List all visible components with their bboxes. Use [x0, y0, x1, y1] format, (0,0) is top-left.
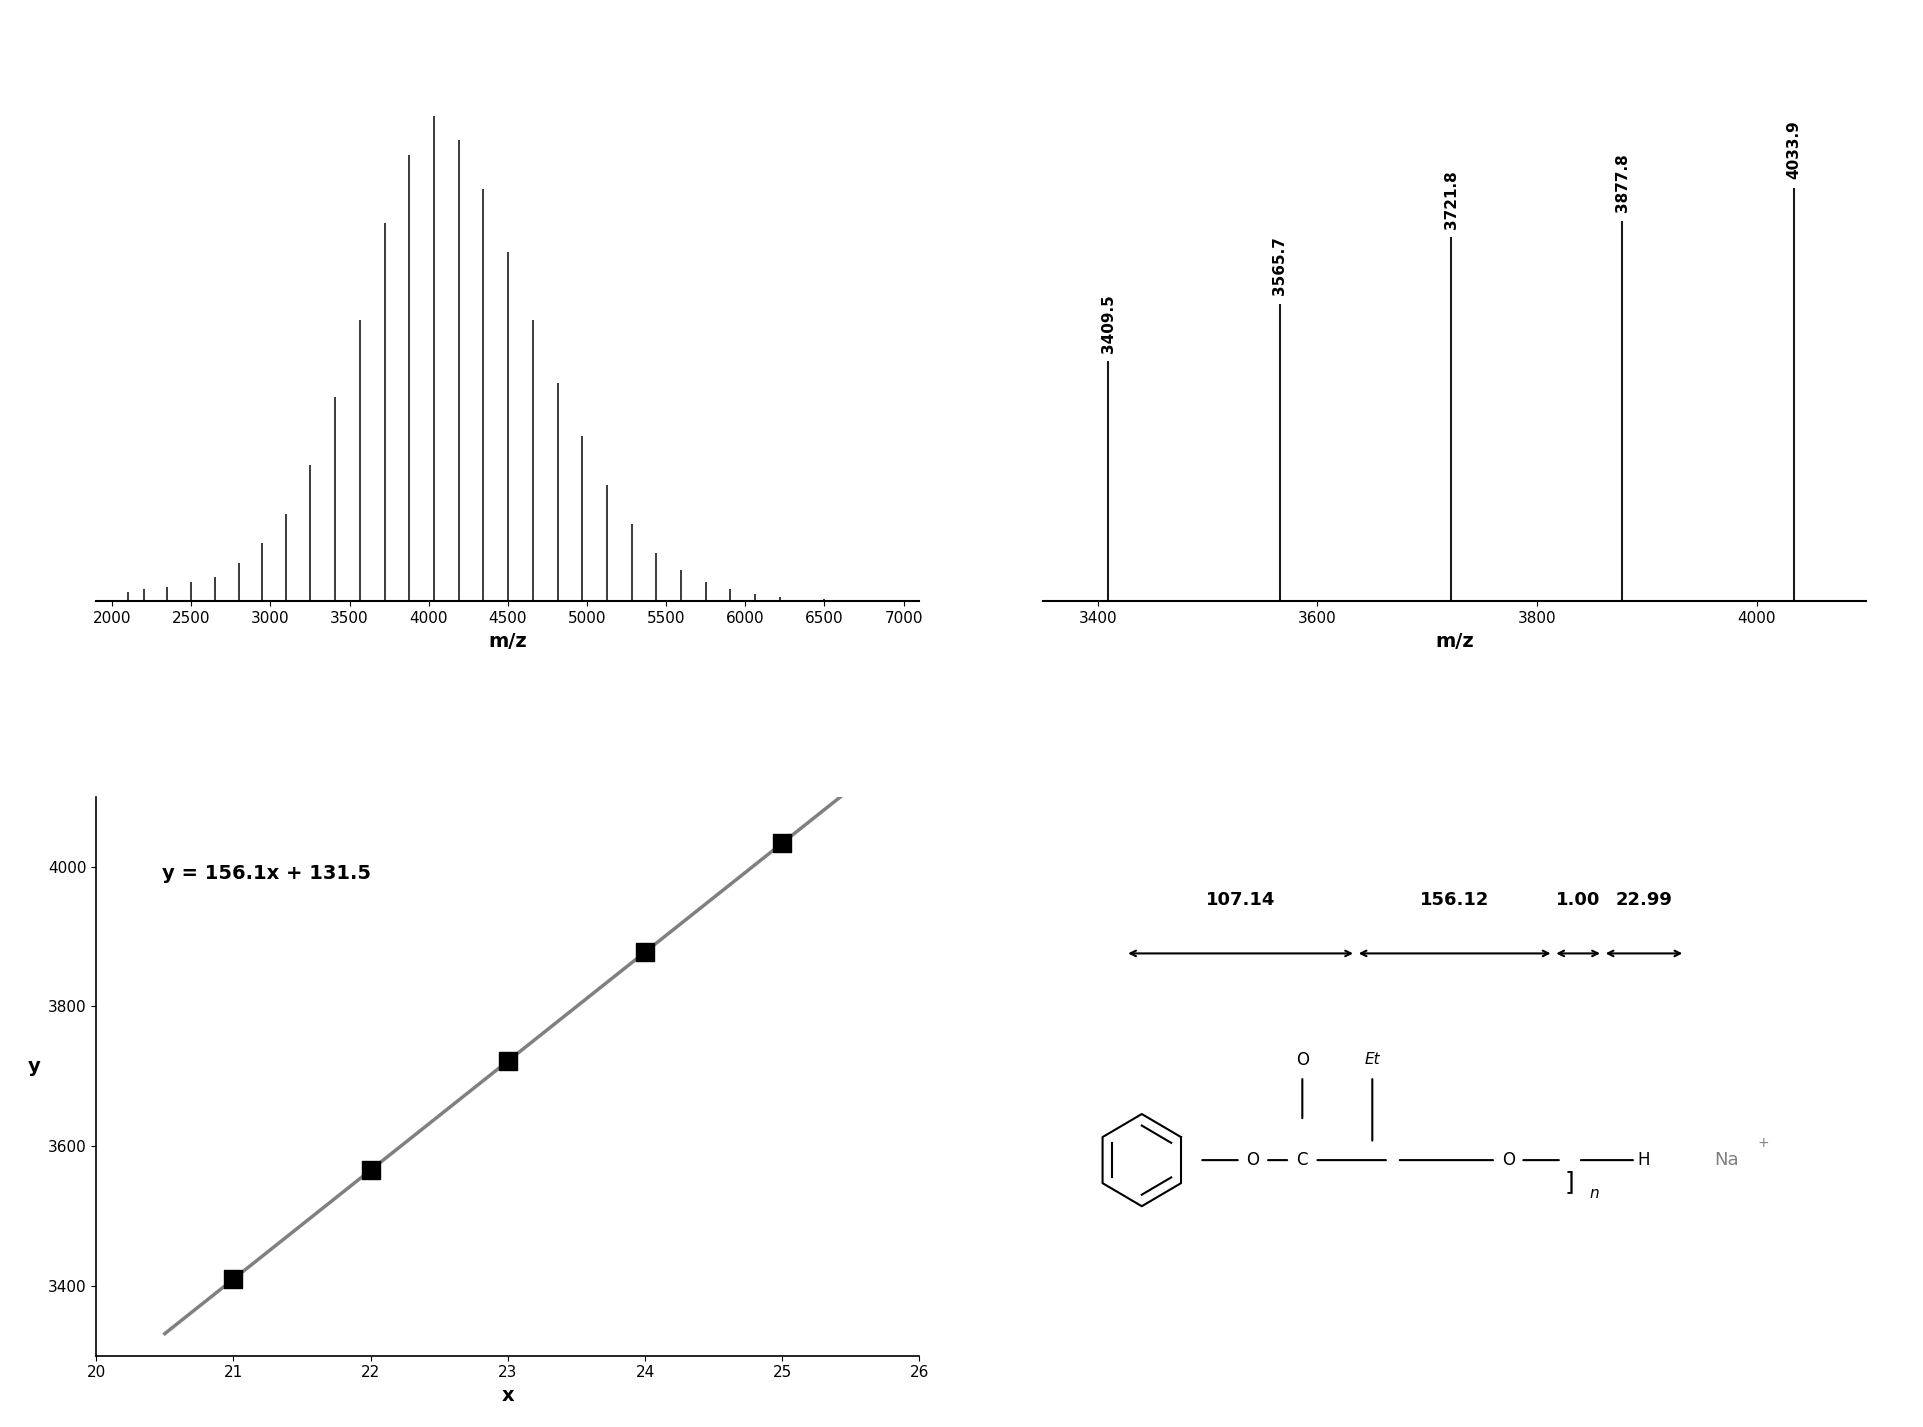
Text: 156.12: 156.12	[1419, 890, 1488, 909]
Text: O: O	[1500, 1152, 1513, 1169]
Text: 22.99: 22.99	[1615, 890, 1671, 909]
Text: 3721.8: 3721.8	[1442, 170, 1458, 228]
Text: 3877.8: 3877.8	[1613, 154, 1629, 213]
X-axis label: m/z: m/z	[1435, 632, 1473, 651]
Point	[217, 1267, 248, 1290]
X-axis label: x: x	[502, 1386, 513, 1406]
Text: O: O	[1296, 1050, 1308, 1069]
Text: H: H	[1636, 1152, 1650, 1169]
Text: O: O	[1246, 1152, 1260, 1169]
Text: C: C	[1296, 1152, 1308, 1169]
Point	[492, 1050, 523, 1073]
Text: 1.00: 1.00	[1556, 890, 1600, 909]
Text: 107.14: 107.14	[1206, 890, 1275, 909]
Text: ]: ]	[1563, 1170, 1573, 1194]
Point	[629, 940, 660, 963]
Y-axis label: y: y	[27, 1057, 40, 1076]
Point	[767, 832, 798, 855]
Text: Et: Et	[1363, 1052, 1379, 1067]
Text: 3565.7: 3565.7	[1271, 237, 1286, 295]
Text: 4033.9: 4033.9	[1785, 121, 1800, 180]
X-axis label: m/z: m/z	[488, 632, 527, 651]
Text: Na: Na	[1713, 1152, 1738, 1169]
Text: y = 156.1x + 131.5: y = 156.1x + 131.5	[162, 863, 371, 883]
Text: 3409.5: 3409.5	[1100, 294, 1115, 352]
Point	[356, 1159, 387, 1182]
Text: +: +	[1756, 1136, 1769, 1150]
Text: n: n	[1588, 1186, 1598, 1202]
